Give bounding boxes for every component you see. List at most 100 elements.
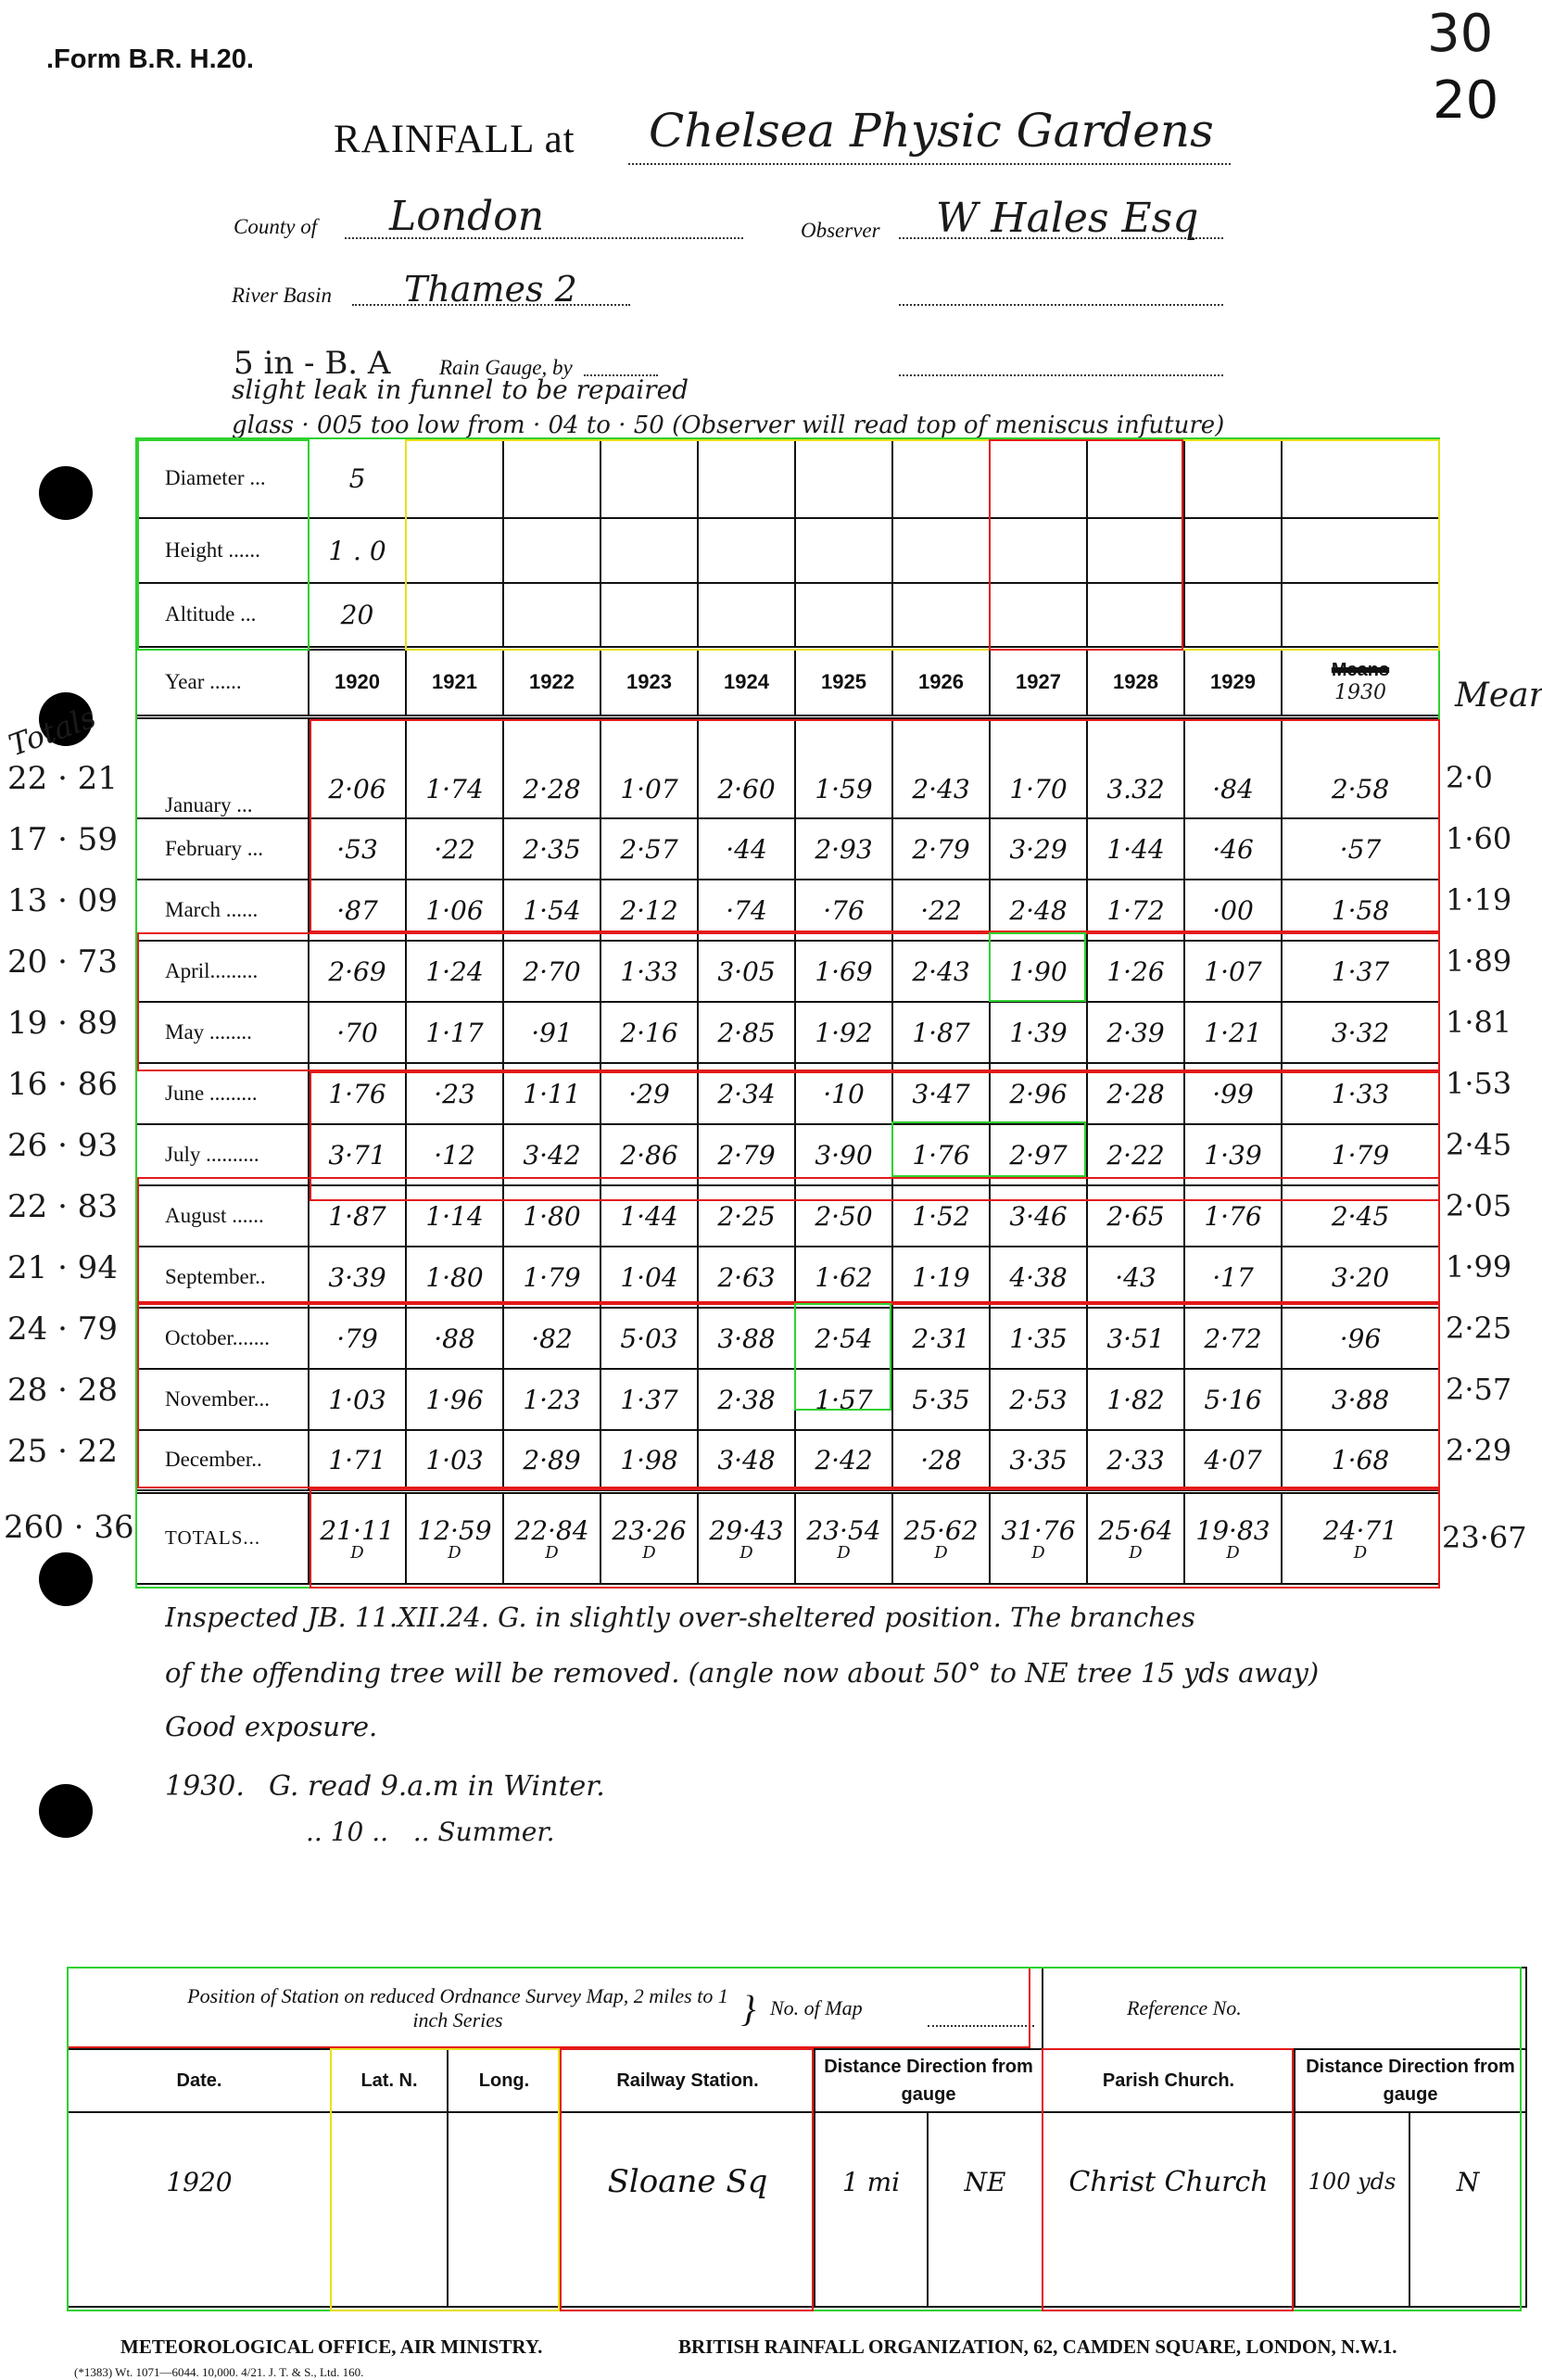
gauge-note-1: slight leak in funnel to be repaired [232,374,689,405]
mean-label: Mean [1455,677,1542,715]
month-total: 25 · 22 [7,1433,118,1470]
rainfall-value: 1·87 [891,1001,991,1064]
month-row: January ... 2·06 1·74 2·28 1·07 2·60 1·59 2·43 1… [135,714,1440,819]
year-header: 1920 [308,645,407,717]
rainfall-value: 2·70 [502,940,601,1003]
total-mark: D [1031,1543,1045,1563]
rainfall-value: 1·39 [1183,1123,1283,1186]
month-mean: 2·0 [1446,760,1493,795]
month-row: August ...... 1·87 1·14 1·80 1·44 2·25 2·50 1·5… [135,1184,1440,1247]
rainfall-value: 1·76 [891,1123,991,1186]
rainfall-value: 2·72 [1183,1307,1283,1370]
rainfall-value: ·99 [1183,1062,1283,1125]
rainfall-value: 2·34 [697,1062,796,1125]
total-cell: 19·83 D [1183,1488,1283,1585]
rainfall-value: 1·37 [1281,940,1440,1003]
rainfall-value: 2·85 [697,1001,796,1064]
year-header: 1929 [1183,645,1283,717]
month-total: 16 · 86 [7,1066,118,1103]
rainfall-value: 3·88 [697,1307,796,1370]
rainfall-value: 1·70 [989,714,1088,819]
rainfall-value: ·84 [1183,714,1283,819]
total-cell: 25·64 D [1086,1488,1185,1585]
total-cell: 12·59 D [405,1488,504,1585]
county-label: County of [234,215,318,238]
rainfall-value: 2·69 [308,940,407,1003]
total-value: 25·62 [904,1515,979,1547]
long-header: Long. [447,2048,562,2113]
footer-left: METEOROLOGICAL OFFICE, AIR MINISTRY. [120,2336,543,2358]
rainfall-value: 1·87 [308,1184,407,1247]
rainfall-value: 2·97 [989,1123,1088,1186]
month-row: October....... ·79·88·82 5·03 3·88 2·54 2·31 1… [135,1307,1440,1370]
rainfall-value: 2·89 [502,1429,601,1492]
station-name: Chelsea Physic Gardens [649,104,1214,158]
month-total: 19 · 89 [7,1005,118,1042]
month-label: August ...... [135,1184,310,1247]
rainfall-value: 2·60 [697,714,796,819]
total-value: 23·54 [806,1515,881,1547]
year-header: 1922 [502,645,601,717]
month-row: July .......... 3·71·12 3·42 2·86 2·79 3·90 1·… [135,1123,1440,1186]
reading-note-1: G. read 9.a.m in Winter. [269,1770,605,1803]
rainfall-value: 1·98 [600,1429,699,1492]
rainfall-value: 2·58 [1281,714,1440,819]
total-cell: 23·54 D [794,1488,893,1585]
rainfall-value: 2·57 [600,817,699,880]
rainfall-value: 2·65 [1086,1184,1185,1247]
rainfall-value: 2·25 [697,1184,796,1247]
month-mean: 2·45 [1446,1127,1512,1162]
rainfall-value: 2·79 [697,1123,796,1186]
rail-direction: NE [927,2111,1043,2308]
rainfall-value: 1·11 [502,1062,601,1125]
rainfall-value: 1·33 [1281,1062,1440,1125]
rainfall-value: 1·80 [502,1184,601,1247]
rainfall-value: ·12 [405,1123,504,1186]
month-row: November... 1·03 1·96 1·23 1·37 2·38 1·57 5·35 2… [135,1368,1440,1431]
year-label: Year ...... [135,645,310,717]
total-value: 21·11 [320,1515,395,1547]
rainfall-value: 1·92 [794,1001,893,1064]
height-value: 1 . 0 [308,517,407,584]
county-value: London [389,193,545,240]
punch-hole [39,692,93,746]
rainfall-value: 1·07 [1183,940,1283,1003]
rail-distance: 1 mi [814,2111,929,2308]
total-value: 22·84 [514,1515,589,1547]
rainfall-value: 1·71 [308,1429,407,1492]
rainfall-value: 2·54 [794,1307,893,1370]
rainfall-value: 1·04 [600,1246,699,1309]
position-date: 1920 [67,2111,332,2308]
year-row: Year ...... 1920 1921 1922 1923 1924 192… [135,645,1440,717]
river-label: River Basin [232,284,332,307]
rainfall-value: ·22 [405,817,504,880]
rainfall-value: 2·28 [502,714,601,819]
total-mark: D [350,1543,364,1563]
church-distance: 100 yds [1294,2111,1410,2308]
month-mean: 1·19 [1446,882,1512,918]
rainfall-value: 2·31 [891,1307,991,1370]
gauge-label: Rain Gauge, by [439,356,573,379]
position-long [447,2111,562,2308]
position-header-cell: Position of Station on reduced Ordnance … [67,1967,928,2050]
height-label: Height ...... [135,517,310,584]
rainfall-value: ·88 [405,1307,504,1370]
rainfall-value: ·29 [600,1062,699,1125]
church-header: Parish Church. [1042,2048,1296,2113]
rainfall-value: 2·53 [989,1368,1088,1431]
month-mean: 2·57 [1446,1372,1512,1407]
year-header-last: Means 1930 [1281,645,1440,717]
rainfall-value: 2·43 [891,940,991,1003]
rainfall-value: 2·35 [502,817,601,880]
rainfall-value: 1·76 [308,1062,407,1125]
rainfall-value: 1·59 [794,714,893,819]
rainfall-value: 3·32 [1281,1001,1440,1064]
gauge-line [584,374,658,376]
month-row: December.. 1·71 1·03 2·89 1·98 3·48 2·42·28 3·3… [135,1429,1440,1492]
rainfall-value: 5·35 [891,1368,991,1431]
month-row: September.. 3·39 1·80 1·79 1·04 2·63 1·62 1·19 4… [135,1246,1440,1309]
total-cell: 25·62 D [891,1488,991,1585]
total-mark: D [1353,1543,1368,1563]
month-mean: 1·53 [1446,1066,1512,1101]
rainfall-value: 1·79 [502,1246,601,1309]
